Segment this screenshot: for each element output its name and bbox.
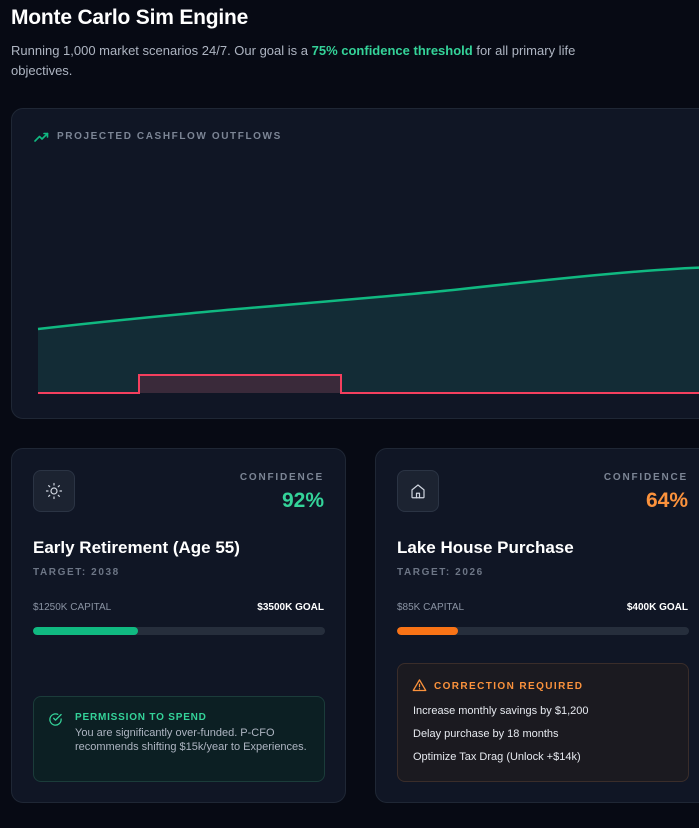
- goal-icon-box: [397, 470, 439, 512]
- correction-item: Optimize Tax Drag (Unlock +$14k): [413, 751, 581, 763]
- correction-item: Increase monthly savings by $1,200: [413, 705, 589, 717]
- correction-item: Delay purchase by 18 months: [413, 728, 559, 740]
- cashflow-chart: [37, 266, 699, 394]
- sun-icon: [45, 482, 63, 500]
- goal-amount: $3500K GOAL: [257, 602, 324, 613]
- goal-card-lake-house[interactable]: CONFIDENCE 64% Lake House Purchase TARGE…: [375, 448, 699, 803]
- chart-label: PROJECTED CASHFLOW OUTFLOWS: [57, 131, 282, 142]
- projection-area: [38, 267, 699, 393]
- goal-amount: $400K GOAL: [626, 602, 688, 613]
- correction-title: CORRECTION REQUIRED: [434, 681, 584, 692]
- subtitle-text: Running 1,000 market scenarios 24/7. Our…: [11, 43, 312, 58]
- goal-name: Early Retirement (Age 55): [33, 538, 240, 557]
- permission-text: You are significantly over-funded. P-CFO…: [75, 727, 307, 753]
- permission-title: PERMISSION TO SPEND: [75, 712, 207, 723]
- page-subtitle: Running 1,000 market scenarios 24/7. Our…: [11, 41, 611, 81]
- progress-bar: [397, 627, 689, 635]
- outflow-line: [38, 374, 699, 394]
- current-capital: $85K CAPITAL: [397, 602, 465, 613]
- permission-to-spend-box: PERMISSION TO SPEND You are significantl…: [33, 696, 325, 782]
- current-capital: $1250K CAPITAL: [33, 602, 112, 613]
- correction-required-box: CORRECTION REQUIRED Increase monthly sav…: [397, 663, 689, 782]
- confidence-label: CONFIDENCE: [603, 472, 688, 483]
- confidence-value: 92%: [281, 489, 324, 512]
- goal-card-early-retirement[interactable]: CONFIDENCE 92% Early Retirement (Age 55)…: [11, 448, 346, 803]
- warning-icon: [412, 679, 427, 692]
- progress-bar-fill: [33, 627, 139, 635]
- check-circle-icon: [49, 713, 62, 726]
- page-title: Monte Carlo Sim Engine: [11, 6, 249, 29]
- projection-line: [37, 266, 699, 331]
- confidence-value: 64%: [645, 489, 688, 512]
- chart-header: PROJECTED CASHFLOW OUTFLOWS: [34, 131, 282, 142]
- confidence-threshold-highlight: 75% confidence threshold: [311, 43, 473, 58]
- goal-target: TARGET: 2038: [33, 567, 120, 578]
- home-icon: [411, 484, 425, 499]
- subtitle-text-end: for all primary life objectives.: [11, 43, 576, 78]
- progress-bar: [33, 627, 325, 635]
- cashflow-chart-card: PROJECTED CASHFLOW OUTFLOWS: [11, 108, 699, 419]
- confidence-label: CONFIDENCE: [239, 472, 324, 483]
- outflow-block: [139, 375, 341, 393]
- trending-up-icon: [34, 132, 49, 142]
- progress-bar-fill: [397, 627, 459, 635]
- goal-name: Lake House Purchase: [397, 538, 574, 557]
- goal-icon-box: [33, 470, 75, 512]
- goal-target: TARGET: 2026: [397, 567, 484, 578]
